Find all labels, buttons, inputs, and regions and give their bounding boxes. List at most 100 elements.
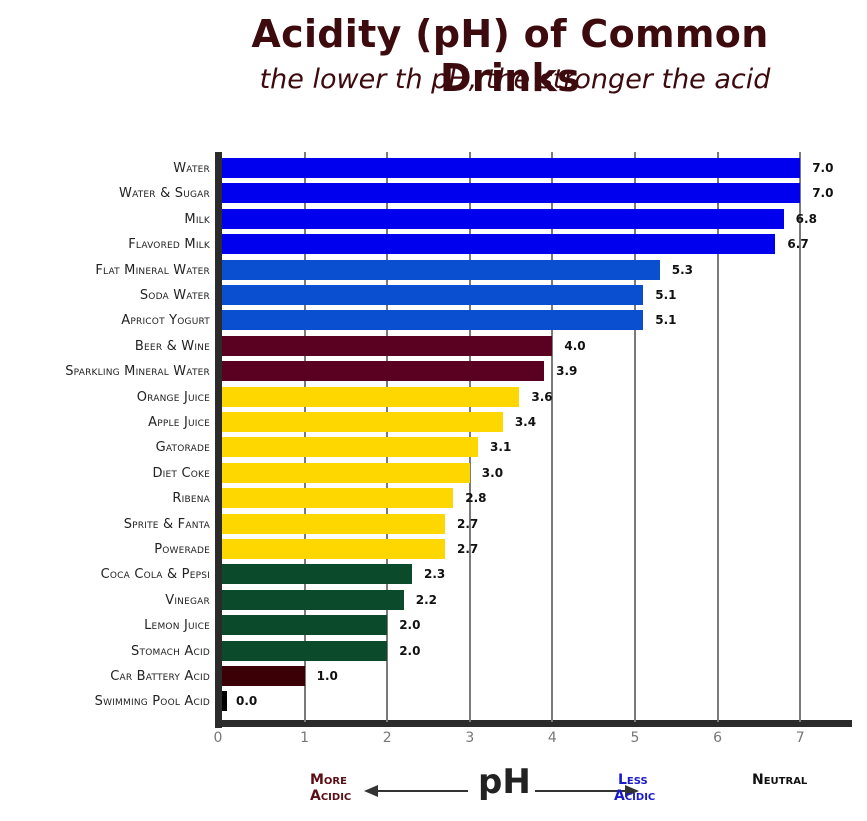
bar [222, 386, 520, 407]
value-label: 5.1 [655, 288, 677, 302]
gridline-4 [551, 152, 554, 722]
bar [222, 335, 553, 356]
bar [222, 285, 644, 305]
value-label: 7.0 [812, 161, 834, 175]
bar-row: Diet Coke 3.0 [0, 462, 867, 484]
value-label: 2.2 [415, 592, 437, 607]
value-label: 3.9 [556, 364, 578, 379]
bar-row: Apricot Yogurt 5.1 [0, 310, 867, 331]
value-label: 5.1 [655, 313, 677, 328]
x-tick-label: 1 [300, 730, 310, 746]
x-tick-label: 3 [465, 730, 475, 746]
bar [222, 615, 388, 636]
bar-row: Ribena 2.8 [0, 488, 867, 509]
bar-row: Coca Cola & Pepsi 2.3 [0, 564, 867, 585]
category-label: Ribena [172, 491, 210, 507]
bar [222, 437, 479, 458]
category-label: Beer & Wine [134, 338, 210, 354]
chart-title: Acidity (pH) of Common Drinks [251, 12, 769, 100]
y-axis-line [215, 152, 222, 728]
bar-row: Lemon Juice 2.0 [0, 615, 867, 636]
category-label: Coca Cola & Pepsi [100, 567, 210, 583]
value-label: 4.0 [564, 338, 586, 353]
gridline-5 [634, 152, 636, 722]
bar-row: Sparkling Mineral Water 3.9 [0, 361, 867, 382]
value-label: 7.0 [812, 186, 834, 201]
category-label: Apricot Yogurt [121, 313, 210, 329]
bar [222, 539, 446, 559]
chart-subtitle: the lower th pH, the stronger the acid [259, 64, 771, 95]
bar-row: Car Battery Acid 1.0 [0, 666, 867, 687]
neutral-label: Neutral [752, 772, 808, 788]
bar-row: Stomach Acid 2.0 [0, 640, 867, 662]
bar-row: Flavored Milk 6.7 [0, 234, 867, 255]
value-label: 3.6 [531, 389, 553, 404]
more-acidic-label: More Acidic [310, 772, 351, 804]
x-tick-label: 7 [795, 730, 805, 746]
bar-row: Beer & Wine 4.0 [0, 335, 867, 357]
bar [222, 691, 227, 712]
bar-row: Powerade 2.7 [0, 539, 867, 560]
gridline-2 [386, 152, 389, 722]
category-label: Gatorade [155, 440, 210, 456]
bar-row: Soda Water 5.1 [0, 285, 867, 306]
arrow-right-icon [625, 785, 639, 797]
bar [222, 488, 454, 509]
value-label: 2.0 [399, 643, 421, 658]
bar [222, 666, 305, 686]
bar-row: Apple Juice 3.4 [0, 412, 867, 433]
category-label: Orange Juice [136, 389, 210, 405]
x-tick-label: 2 [382, 730, 392, 746]
bar [222, 259, 660, 280]
bar [222, 513, 446, 534]
more-acidic-line1: More [310, 772, 347, 788]
category-label: Powerade [154, 542, 210, 557]
x-axis-label: pH [478, 762, 531, 802]
x-tick-label: 4 [547, 730, 557, 746]
bar [222, 361, 545, 382]
bar [222, 158, 801, 178]
value-label: 6.7 [787, 237, 809, 252]
category-label: Car Battery Acid [110, 669, 210, 684]
bar [222, 589, 404, 610]
bar [222, 462, 470, 483]
category-label: Sprite & Fanta [123, 516, 210, 532]
arrow-left-shaft [376, 790, 468, 792]
value-label: 3.0 [481, 465, 504, 480]
category-label: Stomach Acid [131, 643, 210, 659]
bar-row: Gatorade 3.1 [0, 437, 867, 458]
category-label: Water & Sugar [119, 186, 210, 202]
value-label: 2.8 [465, 491, 487, 506]
bar-row: Swimming Pool Acid 0.0 [0, 691, 867, 712]
category-label: Milk [184, 211, 210, 227]
x-tick-label: 0 [213, 730, 223, 746]
gridline-3 [468, 152, 471, 722]
gridline-6 [716, 152, 719, 722]
category-label: Swimming Pool Acid [94, 694, 210, 710]
category-label: Diet Coke [152, 465, 210, 481]
value-label: 5.3 [671, 262, 694, 277]
less-acidic-label: Less Acidic [614, 772, 655, 804]
value-label: 2.7 [457, 516, 479, 531]
x-axis-line [215, 720, 852, 727]
less-acidic-line1: Less [618, 772, 648, 788]
bar [222, 412, 503, 432]
less-acidic-line2: Acidic [614, 788, 656, 804]
category-label: Flavored Milk [128, 237, 210, 253]
value-label: 3.1 [490, 440, 512, 455]
bar [222, 208, 784, 229]
category-label: Lemon Juice [144, 618, 210, 634]
arrow-right-shaft [535, 790, 627, 792]
bar [222, 564, 412, 585]
bar-row: Water & Sugar 7.0 [0, 183, 867, 204]
gridline-1 [303, 152, 306, 722]
bar [222, 183, 801, 204]
category-label: Flat Mineral Water [95, 262, 210, 278]
value-label: 2.7 [457, 542, 479, 556]
category-label: Apple Juice [148, 415, 210, 430]
value-label: 2.3 [423, 567, 446, 582]
x-tick-label: 5 [630, 730, 640, 746]
arrow-left-icon [364, 785, 378, 797]
bar [222, 640, 388, 661]
